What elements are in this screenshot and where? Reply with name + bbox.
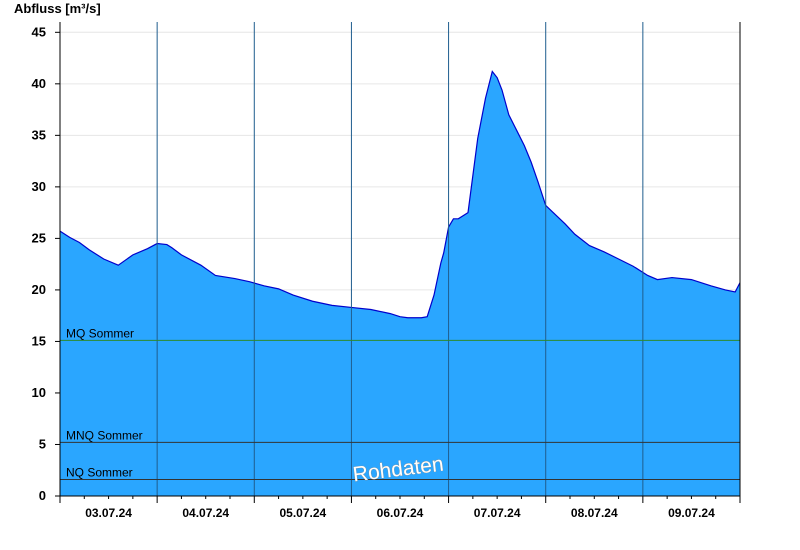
x-tick-label: 07.07.24: [474, 506, 521, 520]
y-tick-label: 45: [32, 24, 46, 39]
x-tick-label: 04.07.24: [182, 506, 229, 520]
x-tick-label: 05.07.24: [279, 506, 326, 520]
x-tick-label: 06.07.24: [377, 506, 424, 520]
reference-line-label: MQ Sommer: [66, 326, 134, 340]
y-tick-label: 30: [32, 179, 46, 194]
x-tick-label: 09.07.24: [668, 506, 715, 520]
x-tick-label: 08.07.24: [571, 506, 618, 520]
y-tick-label: 0: [39, 488, 46, 503]
x-tick-label: 03.07.24: [85, 506, 132, 520]
reference-line-label: NQ Sommer: [66, 466, 133, 480]
y-tick-label: 15: [32, 333, 46, 348]
y-axis-ticks: 0 5 10 15 20 25 30 35 40 45: [32, 24, 60, 503]
day-separator-lines: [156, 22, 644, 496]
discharge-area: [60, 71, 740, 496]
y-tick-label: 40: [32, 76, 46, 91]
y-tick-label: 35: [32, 127, 46, 142]
y-tick-label: 25: [32, 230, 46, 245]
discharge-series: [59, 70, 741, 496]
x-axis-ticks: 03.07.24 04.07.24 05.07.24 06.07.24 07.07.24…: [59, 496, 741, 520]
y-tick-label: 5: [39, 436, 46, 451]
reference-line-label: MNQ Sommer: [66, 428, 143, 442]
y-tick-label: 20: [32, 282, 46, 297]
reference-lines: MQ Sommer MNQ Sommer NQ Sommer: [60, 326, 740, 481]
y-tick-label: 10: [32, 385, 46, 400]
y-axis-title: Abfluss [m³/s]: [14, 1, 101, 16]
discharge-line: [59, 70, 741, 319]
